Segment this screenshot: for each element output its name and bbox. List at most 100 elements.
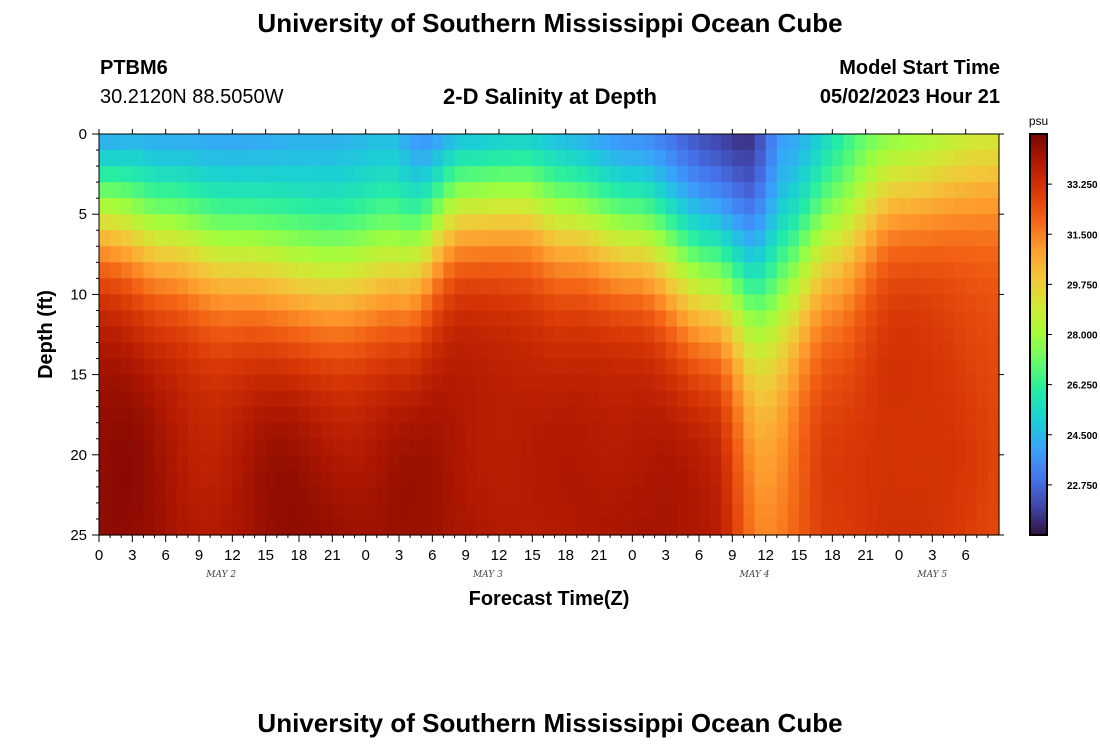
heatmap-cell xyxy=(321,278,333,295)
heatmap-cell xyxy=(354,422,367,440)
heatmap-cell xyxy=(365,134,378,151)
heatmap-cell xyxy=(243,198,256,215)
heatmap-cell xyxy=(554,422,567,440)
heatmap-cell xyxy=(254,406,267,424)
heatmap-cell xyxy=(99,486,111,504)
heatmap-cell xyxy=(643,150,656,167)
heatmap-cell xyxy=(387,406,400,424)
heatmap-cell xyxy=(243,342,256,360)
heatmap-cell xyxy=(354,214,367,231)
date-label: MAY 5 xyxy=(916,570,947,580)
heatmap-cell xyxy=(532,134,545,151)
heatmap-cell xyxy=(521,150,533,167)
heatmap-cell xyxy=(299,518,311,536)
heatmap-cell xyxy=(654,294,667,312)
heatmap-cell xyxy=(543,198,556,215)
heatmap-cell xyxy=(543,150,556,167)
heatmap-cell xyxy=(854,470,867,488)
heatmap-cell xyxy=(99,454,111,472)
heatmap-cell xyxy=(454,406,467,424)
heatmap-cell xyxy=(132,166,145,183)
heatmap-cell xyxy=(110,358,122,376)
heatmap-cell xyxy=(176,294,189,312)
heatmap-cell xyxy=(521,454,533,472)
heatmap-cell xyxy=(899,454,911,472)
heatmap-cell xyxy=(787,294,800,312)
heatmap-cell xyxy=(287,166,300,183)
heatmap-cell xyxy=(687,246,700,263)
heatmap-cell xyxy=(299,262,311,279)
heatmap-cell xyxy=(299,166,311,183)
heatmap-cell xyxy=(254,150,267,167)
heatmap-cell xyxy=(576,278,589,295)
heatmap-cell xyxy=(254,198,267,215)
heatmap-cell xyxy=(599,278,611,295)
heatmap-cell xyxy=(810,278,822,295)
heatmap-cell xyxy=(654,342,667,360)
heatmap-cell xyxy=(832,470,845,488)
heatmap-cell xyxy=(143,166,156,183)
heatmap-cell xyxy=(243,374,256,392)
heatmap-cell xyxy=(876,342,889,360)
heatmap-cell xyxy=(187,502,200,520)
heatmap-cell xyxy=(199,198,211,215)
heatmap-cell xyxy=(443,454,456,472)
heatmap-cell xyxy=(343,342,356,360)
heatmap-cell xyxy=(610,406,622,424)
heatmap-cell xyxy=(987,310,1000,328)
heatmap-cell xyxy=(587,230,600,247)
heatmap-cell xyxy=(810,150,822,167)
heatmap-cell xyxy=(421,342,433,360)
heatmap-cell xyxy=(254,294,267,312)
heatmap-cell xyxy=(832,390,845,408)
heatmap-cell xyxy=(943,166,956,183)
heatmap-cell xyxy=(576,246,589,263)
heatmap-cell xyxy=(532,470,545,488)
heatmap-cell xyxy=(221,390,233,408)
heatmap-cell xyxy=(865,502,878,520)
heatmap-cell xyxy=(221,150,233,167)
heatmap-cell xyxy=(676,470,689,488)
heatmap-cell xyxy=(721,214,733,231)
heatmap-cell xyxy=(799,342,811,360)
heatmap-cell xyxy=(799,422,811,440)
heatmap-cell xyxy=(376,150,389,167)
heatmap-cell xyxy=(432,230,445,247)
heatmap-cell xyxy=(221,182,233,199)
heatmap-cell xyxy=(332,150,345,167)
heatmap-cell xyxy=(743,326,756,344)
heatmap-cell xyxy=(487,342,500,360)
heatmap-cell xyxy=(810,294,822,312)
heatmap-cell xyxy=(343,390,356,408)
heatmap-cell xyxy=(599,166,611,183)
heatmap-cell xyxy=(754,470,767,488)
heatmap-cell xyxy=(710,406,722,424)
heatmap-cell xyxy=(399,294,411,312)
heatmap-cell xyxy=(865,166,878,183)
heatmap-cell xyxy=(932,502,945,520)
heatmap-cell xyxy=(654,454,667,472)
heatmap-cell xyxy=(665,246,678,263)
heatmap-cell xyxy=(632,454,645,472)
heatmap-cell xyxy=(499,278,511,295)
heatmap-cell xyxy=(554,278,567,295)
heatmap-cell xyxy=(887,518,900,536)
heatmap-cell xyxy=(121,454,133,472)
heatmap-cell xyxy=(543,486,556,504)
heatmap-cell xyxy=(454,326,467,344)
heatmap-cell xyxy=(576,358,589,376)
heatmap-cell xyxy=(732,326,745,344)
heatmap-cell xyxy=(687,502,700,520)
heatmap-cell xyxy=(954,198,967,215)
heatmap-cell xyxy=(387,358,400,376)
x-tick-label: 9 xyxy=(728,547,736,564)
heatmap-cell xyxy=(754,406,767,424)
heatmap-cell xyxy=(399,278,411,295)
heatmap-cell xyxy=(232,278,245,295)
heatmap-cell xyxy=(565,438,578,456)
heatmap-cell xyxy=(765,470,778,488)
heatmap-cell xyxy=(521,294,533,312)
footer-title: University of Southern Mississippi Ocean… xyxy=(257,708,843,738)
heatmap-cell xyxy=(387,310,400,328)
heatmap-cell xyxy=(254,390,267,408)
